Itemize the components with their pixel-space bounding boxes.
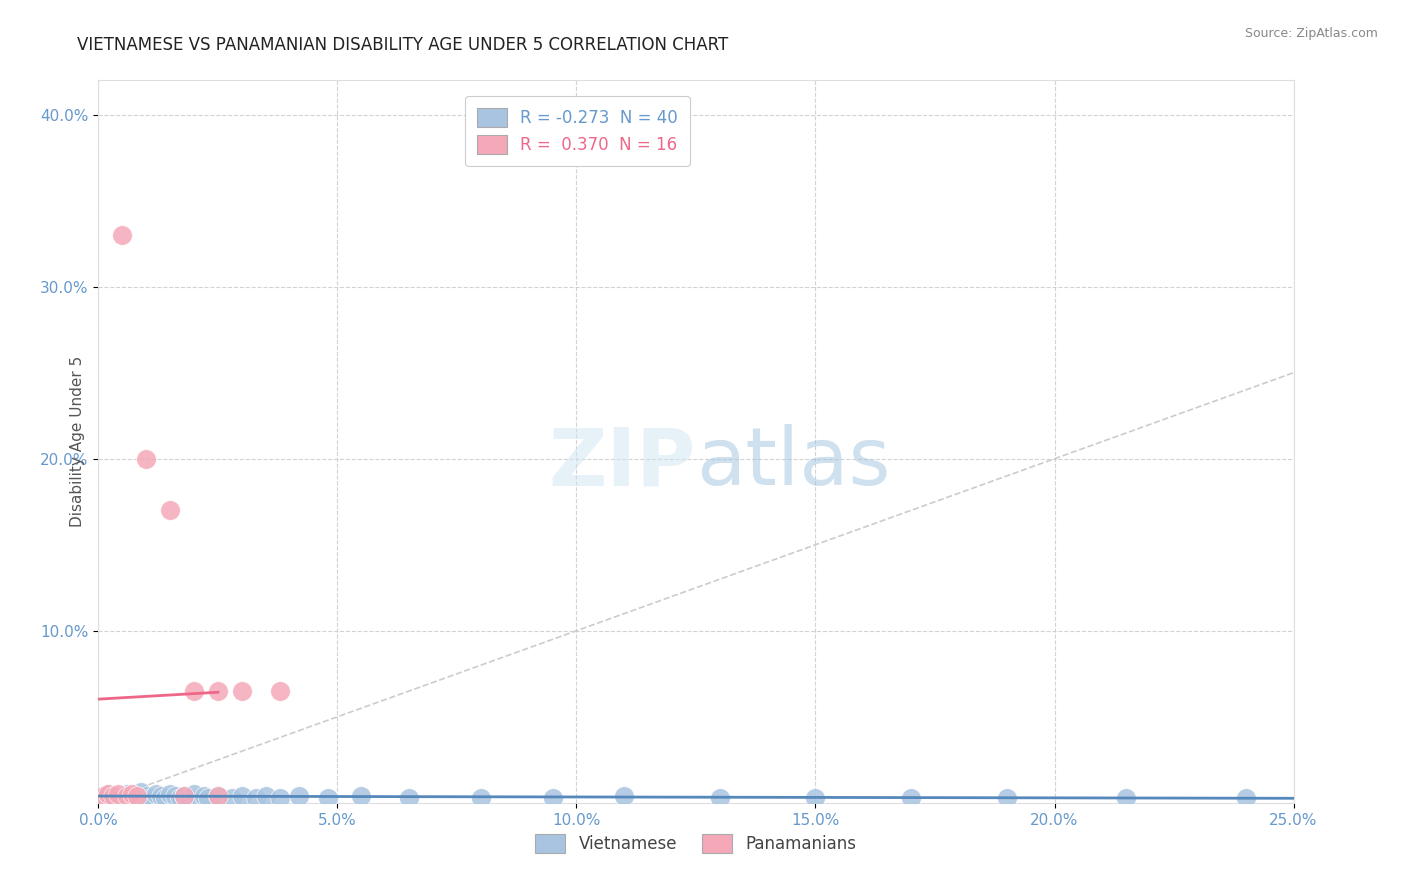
Point <box>183 787 205 801</box>
Point <box>121 789 143 803</box>
Point <box>159 503 181 517</box>
Point <box>709 790 731 805</box>
Point <box>470 790 492 805</box>
Point <box>173 789 195 803</box>
Point <box>111 790 134 805</box>
Point <box>101 790 124 805</box>
Point <box>231 684 253 698</box>
Point <box>245 790 267 805</box>
Point <box>541 790 564 805</box>
Point <box>169 790 191 805</box>
Point <box>145 787 167 801</box>
Point <box>163 789 186 803</box>
Point <box>125 789 148 803</box>
Point <box>995 790 1018 805</box>
Point <box>350 789 373 803</box>
Point <box>207 789 229 803</box>
Text: VIETNAMESE VS PANAMANIAN DISABILITY AGE UNDER 5 CORRELATION CHART: VIETNAMESE VS PANAMANIAN DISABILITY AGE … <box>77 36 728 54</box>
Point <box>159 787 181 801</box>
Point <box>193 789 215 803</box>
Text: atlas: atlas <box>696 425 890 502</box>
Point <box>183 684 205 698</box>
Point <box>131 785 153 799</box>
Point <box>288 789 311 803</box>
Point <box>173 789 195 803</box>
Point <box>149 789 172 803</box>
Point <box>804 790 827 805</box>
Point <box>398 790 420 805</box>
Point <box>115 789 138 803</box>
Point <box>1115 790 1137 805</box>
Legend: Vietnamese, Panamanians: Vietnamese, Panamanians <box>529 827 863 860</box>
Point <box>316 790 339 805</box>
Point <box>135 451 157 466</box>
Point <box>179 790 201 805</box>
Text: Source: ZipAtlas.com: Source: ZipAtlas.com <box>1244 27 1378 40</box>
Point <box>139 790 162 805</box>
Point <box>91 789 114 803</box>
Point <box>1234 790 1257 805</box>
Point <box>613 789 636 803</box>
Point <box>125 790 148 805</box>
Point <box>254 789 277 803</box>
Point <box>231 789 253 803</box>
Point <box>269 684 291 698</box>
Point <box>107 787 129 801</box>
Point <box>115 787 138 801</box>
Point <box>221 790 243 805</box>
Point <box>197 790 219 805</box>
Point <box>269 790 291 805</box>
Point <box>135 789 157 803</box>
Point <box>155 790 177 805</box>
Point <box>107 789 129 803</box>
Text: ZIP: ZIP <box>548 425 696 502</box>
Point <box>101 789 124 803</box>
Point <box>207 684 229 698</box>
Point <box>97 787 120 801</box>
Y-axis label: Disability Age Under 5: Disability Age Under 5 <box>69 356 84 527</box>
Point <box>900 790 922 805</box>
Point <box>121 787 143 801</box>
Point <box>97 787 120 801</box>
Point <box>207 789 229 803</box>
Point <box>111 228 134 243</box>
